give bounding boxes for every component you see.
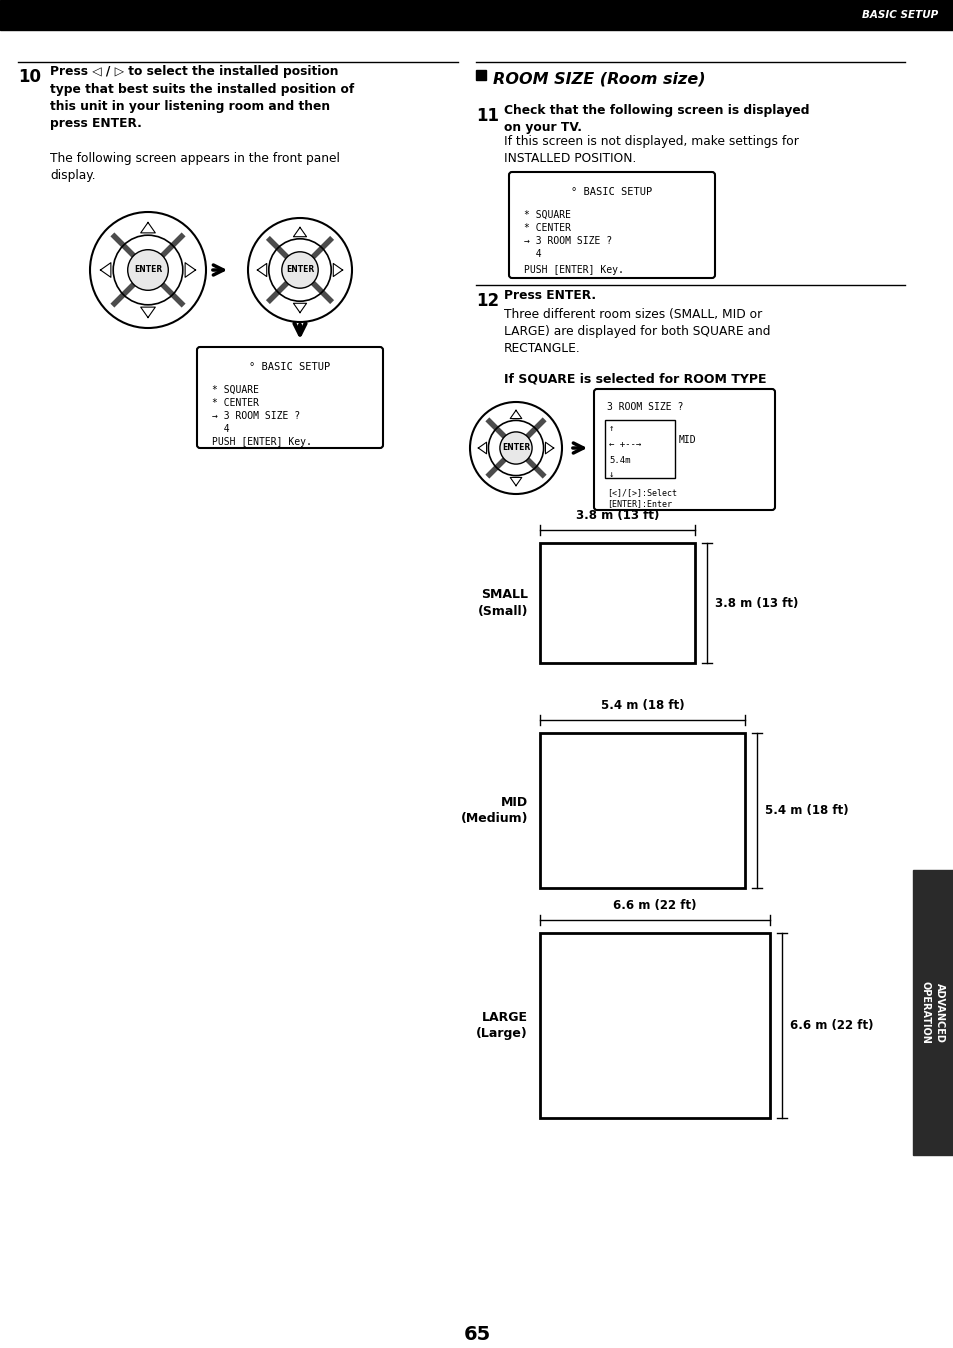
Bar	[539, 933, 769, 1117]
Text: * CENTER: * CENTER	[212, 398, 258, 408]
Bar	[604, 421, 675, 479]
Text: Press ◁ / ▷ to select the installed position
type that best suits the installed : Press ◁ / ▷ to select the installed posi…	[50, 65, 354, 131]
Text: 5.4 m (18 ft): 5.4 m (18 ft)	[600, 700, 683, 712]
Text: ADVANCED
OPERATION: ADVANCED OPERATION	[920, 981, 944, 1043]
Text: [<]/[>]:Select: [<]/[>]:Select	[606, 488, 677, 497]
Text: * SQUARE: * SQUARE	[523, 210, 571, 220]
Text: 3.8 m (13 ft): 3.8 m (13 ft)	[576, 510, 659, 522]
Text: 5.4 m (18 ft): 5.4 m (18 ft)	[764, 803, 848, 817]
Text: 4: 4	[523, 249, 541, 259]
Circle shape	[128, 249, 168, 290]
FancyBboxPatch shape	[196, 346, 382, 448]
Text: 3 ROOM SIZE ?: 3 ROOM SIZE ?	[606, 402, 682, 412]
Text: PUSH [ENTER] Key.: PUSH [ENTER] Key.	[523, 266, 623, 275]
FancyBboxPatch shape	[594, 390, 774, 510]
Text: 3.8 m (13 ft): 3.8 m (13 ft)	[714, 597, 798, 609]
Text: ↓: ↓	[608, 470, 614, 479]
FancyBboxPatch shape	[509, 173, 714, 278]
Text: [ENTER]:Enter: [ENTER]:Enter	[606, 499, 671, 508]
Text: MID: MID	[679, 435, 696, 445]
Text: 65: 65	[463, 1325, 490, 1344]
Text: 5.4m: 5.4m	[608, 456, 630, 465]
Text: SMALL
(Small): SMALL (Small)	[477, 589, 527, 617]
Text: MID
(Medium): MID (Medium)	[460, 797, 527, 825]
Circle shape	[499, 431, 532, 464]
Text: ENTER: ENTER	[133, 266, 162, 275]
Text: ° BASIC SETUP: ° BASIC SETUP	[571, 187, 652, 197]
Text: ENTER: ENTER	[286, 266, 314, 275]
Text: Three different room sizes (SMALL, MID or
LARGE) are displayed for both SQUARE a: Three different room sizes (SMALL, MID o…	[503, 307, 770, 355]
Text: Press ENTER.: Press ENTER.	[503, 288, 596, 302]
Text: 10: 10	[18, 67, 41, 86]
Text: ENTER: ENTER	[501, 443, 530, 453]
Bar	[476, 70, 485, 80]
Text: ← +--→: ← +--→	[608, 439, 640, 449]
Text: Check that the following screen is displayed
on your TV.: Check that the following screen is displ…	[503, 104, 809, 133]
Text: 6.6 m (22 ft): 6.6 m (22 ft)	[613, 899, 696, 913]
Bar	[0, 0, 953, 30]
Text: The following screen appears in the front panel
display.: The following screen appears in the fron…	[50, 152, 339, 182]
Text: BASIC SETUP: BASIC SETUP	[861, 9, 937, 20]
Text: ↑: ↑	[608, 425, 614, 433]
Text: * SQUARE: * SQUARE	[212, 386, 258, 395]
Bar	[539, 543, 695, 663]
Text: 6.6 m (22 ft): 6.6 m (22 ft)	[789, 1019, 873, 1033]
Bar	[912, 869, 953, 1155]
Text: * CENTER: * CENTER	[523, 222, 571, 233]
Text: PUSH [ENTER] Key.: PUSH [ENTER] Key.	[212, 437, 312, 448]
Circle shape	[281, 252, 318, 288]
Text: 4: 4	[212, 425, 230, 434]
Text: ° BASIC SETUP: ° BASIC SETUP	[249, 363, 331, 372]
Text: If SQUARE is selected for ROOM TYPE: If SQUARE is selected for ROOM TYPE	[503, 372, 765, 386]
Text: If this screen is not displayed, make settings for
INSTALLED POSITION.: If this screen is not displayed, make se…	[503, 135, 798, 164]
Text: LARGE
(Large): LARGE (Large)	[476, 1011, 527, 1041]
Text: → 3 ROOM SIZE ?: → 3 ROOM SIZE ?	[523, 236, 612, 245]
Bar	[539, 733, 744, 888]
Text: ROOM SIZE (Room size): ROOM SIZE (Room size)	[493, 71, 705, 86]
Text: 11: 11	[476, 106, 498, 125]
Text: → 3 ROOM SIZE ?: → 3 ROOM SIZE ?	[212, 411, 300, 421]
Text: 12: 12	[476, 293, 498, 310]
